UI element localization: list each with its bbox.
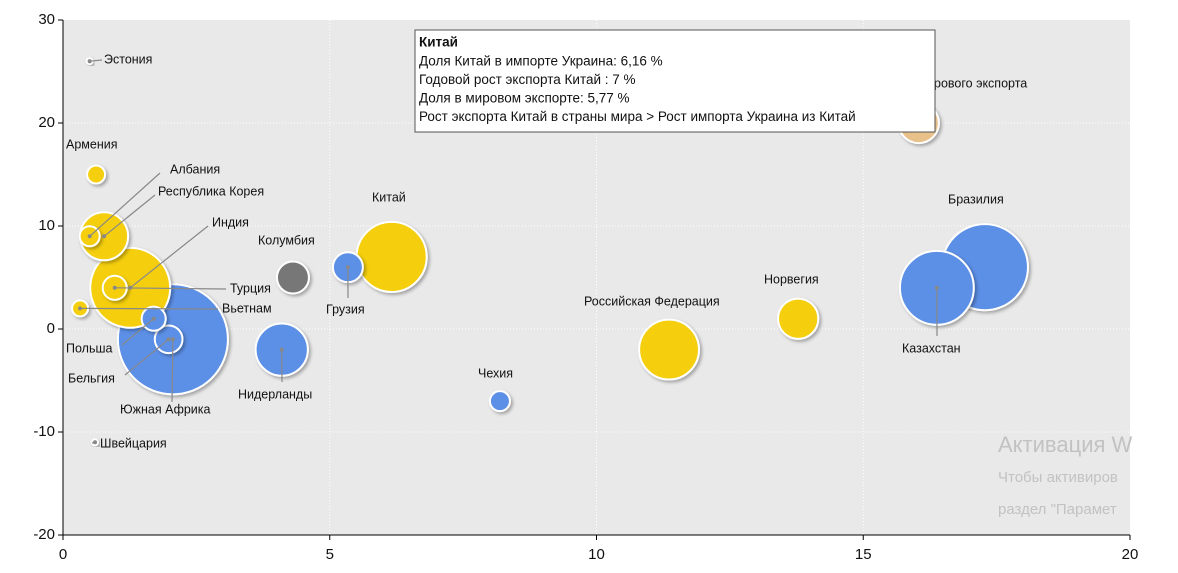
leader-dot — [112, 285, 117, 290]
leader-line — [129, 225, 209, 289]
leader-dot — [166, 337, 171, 342]
x-tick-label: 15 — [855, 546, 872, 563]
tooltip-title: Китай — [419, 35, 458, 50]
watermark: Чтобы активиров — [998, 469, 1118, 486]
x-tick-label: 10 — [588, 546, 605, 563]
leader-dot — [93, 440, 98, 445]
watermark: раздел "Парамет — [998, 501, 1117, 518]
y-tick-label: -10 — [33, 423, 55, 440]
y-tick-label: 30 — [38, 11, 55, 28]
leader-line — [89, 172, 161, 237]
x-tick-label: 0 — [59, 546, 67, 563]
bubble-label: Грузия — [326, 302, 365, 316]
leader-line — [89, 59, 103, 62]
leader-line — [80, 307, 219, 310]
y-tick-label: 20 — [38, 114, 55, 131]
bubble-label: Южная Африка — [120, 402, 211, 416]
bubble — [638, 318, 700, 381]
bubble-label: Чехия — [478, 366, 513, 380]
bubble-label: Эстония — [104, 52, 152, 66]
x-tick-label: 5 — [326, 546, 334, 563]
leader-line — [121, 318, 155, 346]
bubble-label: Бразилия — [948, 192, 1004, 206]
bubble-label: Индия — [212, 215, 249, 229]
y-tick-label: 0 — [47, 320, 55, 337]
bubble-label: Бельгия — [68, 371, 115, 385]
bubble-label: Казахстан — [902, 341, 961, 355]
y-tick-label: -20 — [33, 526, 55, 543]
tooltip-line: Доля в мировом экспорте: 5,77 % — [419, 91, 630, 106]
bubble-label: Польша — [66, 341, 112, 355]
leader-dot — [279, 347, 284, 352]
x-tick-label: 20 — [1122, 546, 1139, 563]
bubble-label: Турция — [230, 281, 271, 295]
bubble — [777, 297, 820, 340]
leader-line — [114, 287, 227, 290]
bubble-label: Албания — [170, 162, 220, 176]
bubble — [86, 164, 107, 185]
watermark: Активация W — [998, 432, 1133, 457]
bubble — [275, 260, 310, 295]
bubble — [488, 390, 511, 413]
y-tick-label: 10 — [38, 217, 55, 234]
bubble-label: Колумбия — [258, 233, 315, 247]
bubble-label: Армения — [66, 137, 118, 151]
tooltip — [414, 29, 936, 133]
leader-dot — [170, 337, 175, 342]
bubble-label: рового экспорта — [934, 76, 1027, 90]
leader-line — [124, 338, 170, 376]
leader-dot — [151, 316, 156, 321]
leader-dot — [934, 285, 939, 290]
tooltip-line: Рост экспорта Китай в страны мира > Рост… — [419, 109, 856, 124]
leader-dot — [78, 306, 83, 311]
leader-dot — [345, 265, 350, 270]
tooltip-line: Годовой рост экспорта Китай : 7 % — [419, 72, 636, 87]
leader-dot — [102, 234, 107, 239]
leader-line — [103, 194, 156, 237]
leader-dot — [87, 59, 92, 64]
bubble-label: Республика Корея — [158, 184, 264, 198]
leader-dot — [87, 234, 92, 239]
leader-line — [171, 339, 174, 403]
bubble-label: Китай — [372, 190, 406, 204]
bubble-label: Швейцария — [100, 436, 167, 450]
bubble-label: Нидерланды — [238, 387, 312, 401]
bubble-label: Норвегия — [764, 272, 819, 286]
bubble-label: Российская Федерация — [584, 294, 720, 308]
tooltip-line: Доля Китай в импорте Украина: 6,16 % — [419, 54, 663, 69]
bubble — [355, 220, 428, 293]
bubble-label: Вьетнам — [222, 301, 272, 315]
